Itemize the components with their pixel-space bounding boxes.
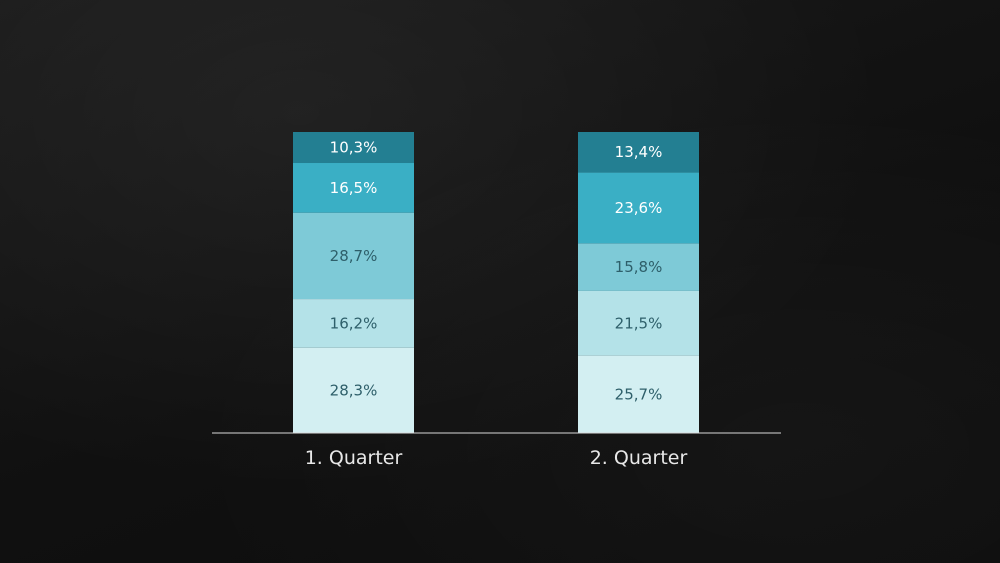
bar-segment-q1-s2 [293, 299, 414, 348]
bar-segment-q2-s5 [578, 132, 699, 173]
bars-group [293, 132, 699, 433]
bar-segment-q1-s3 [293, 212, 414, 300]
segment-value-label: 25,7% [615, 385, 663, 403]
segment-value-label: 28,3% [330, 381, 378, 399]
segment-value-label: 13,4% [615, 143, 663, 161]
segment-value-label: 15,8% [615, 258, 663, 276]
bar-segment-q2-s3 [578, 243, 699, 291]
segment-value-label: 23,6% [615, 199, 663, 217]
bar-segment-q2-s1 [578, 355, 699, 433]
bar-segment-q1-s1 [293, 347, 414, 433]
bar-segment-q2-s2 [578, 290, 699, 356]
segment-labels-group: 28,3% 16,2% 28,7% 16,5% 10,3% 25,7% 21,5% 15,8%… [330, 139, 663, 404]
segment-value-label: 28,7% [330, 247, 378, 265]
segment-value-label: 16,2% [330, 314, 378, 332]
bar-segment-q1-s4 [293, 163, 414, 213]
category-label: 2. Quarter [590, 447, 688, 469]
segment-value-label: 10,3% [330, 139, 378, 157]
segment-value-label: 21,5% [615, 314, 663, 332]
bar-segment-q2-s4 [578, 172, 699, 244]
category-labels-group: 1. Quarter 2. Quarter [305, 447, 688, 469]
bar-segment-q1-s5 [293, 132, 414, 164]
segment-value-label: 16,5% [330, 179, 378, 197]
category-label: 1. Quarter [305, 447, 403, 469]
